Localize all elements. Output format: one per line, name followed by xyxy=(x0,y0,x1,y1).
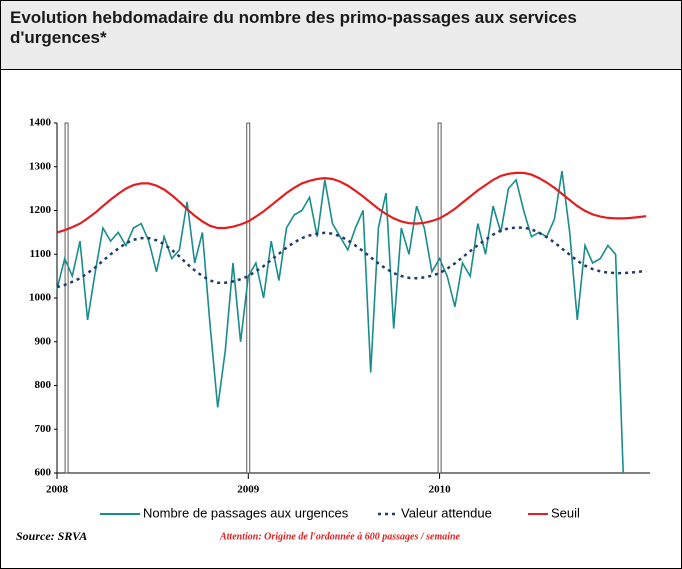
y-tick-label: 1400 xyxy=(29,117,52,129)
chart-title: Evolution hebdomadaire du nombre des pri… xyxy=(10,8,577,47)
y-tick-label: 1000 xyxy=(29,292,52,304)
year-marker xyxy=(64,122,69,474)
title-holder: Evolution hebdomadaire du nombre des pri… xyxy=(10,8,577,47)
x-tick-label: 2010 xyxy=(429,484,452,496)
series-line xyxy=(56,226,647,289)
year-marker xyxy=(246,122,251,474)
legend-label: Seuil xyxy=(551,505,580,520)
y-tick-label: 600 xyxy=(35,467,52,479)
legend-label: Valeur attendue xyxy=(401,505,492,520)
y-tick-label: 1100 xyxy=(30,248,52,260)
y-tick-label: 700 xyxy=(35,423,52,435)
y-tick-label: 800 xyxy=(35,379,52,391)
year-marker xyxy=(437,122,442,474)
y-tick-label: 900 xyxy=(35,335,52,347)
x-tick-label: 2009 xyxy=(237,484,260,496)
series-line xyxy=(56,171,647,234)
y-tick-label: 1200 xyxy=(29,204,52,216)
source: Source: SRVA xyxy=(16,529,87,543)
x-tick-label: 2008 xyxy=(46,484,69,496)
title-box xyxy=(0,0,682,70)
y-tick-label: 1300 xyxy=(29,160,52,172)
note: Attention: Origine de l'ordonnée à 600 p… xyxy=(219,531,461,542)
legend-label: Nombre de passages aux urgences xyxy=(143,505,349,520)
